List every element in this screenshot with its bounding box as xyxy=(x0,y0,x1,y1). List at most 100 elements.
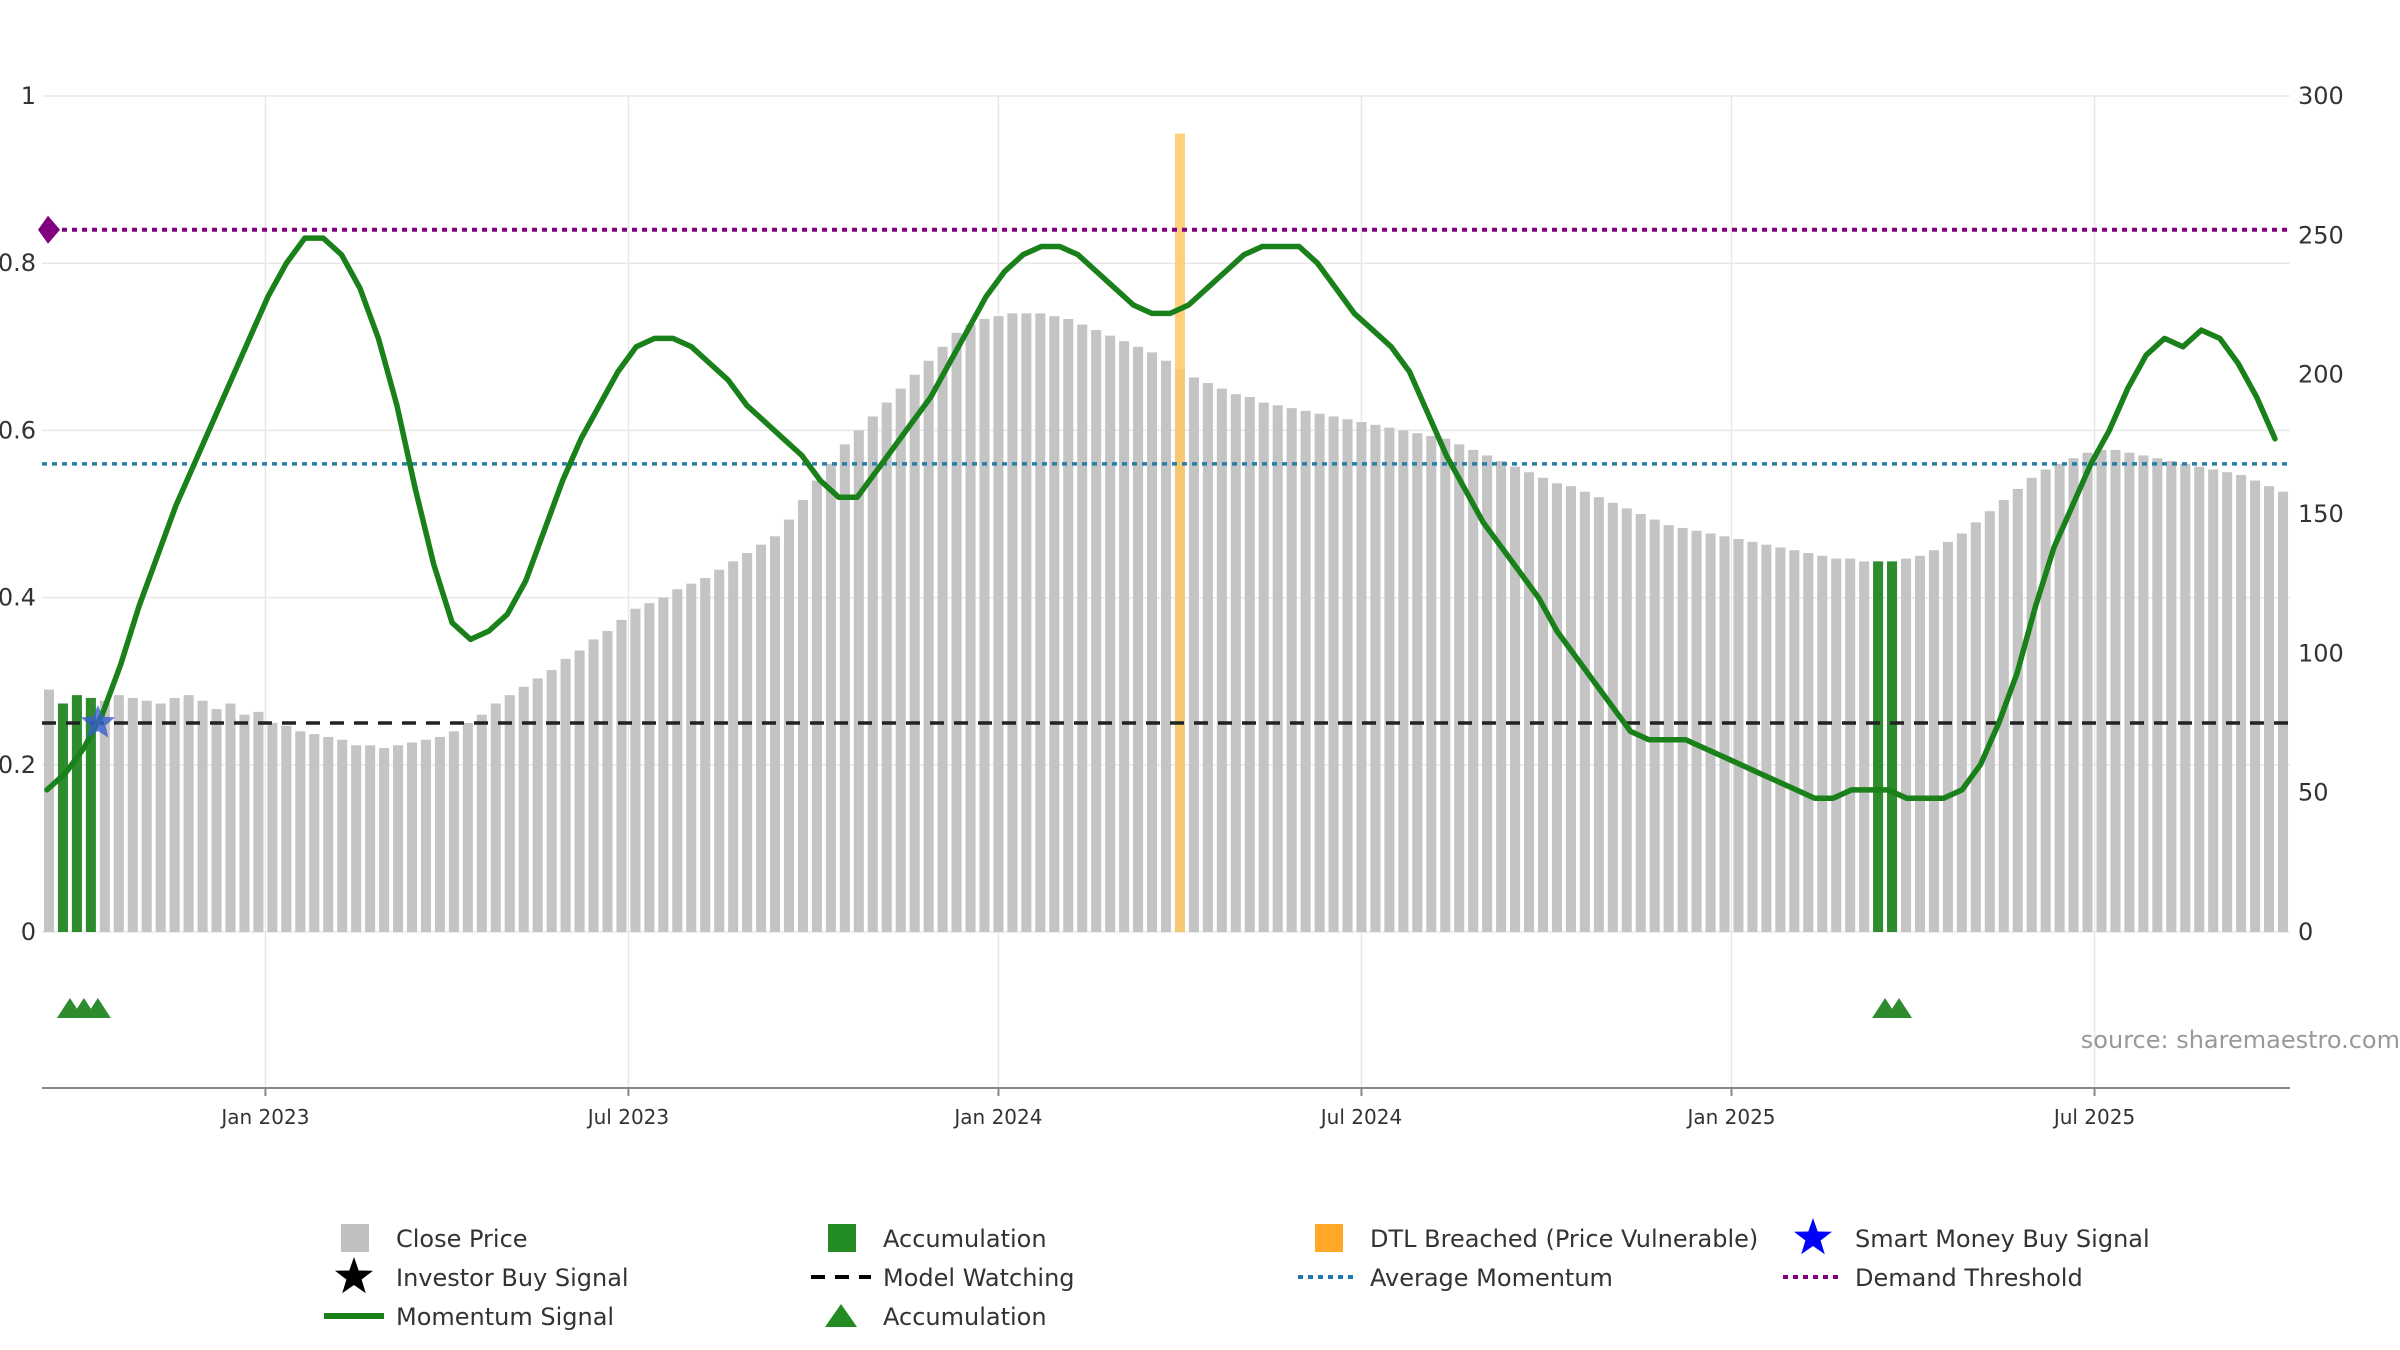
price-bar xyxy=(2152,458,2163,932)
price-bar xyxy=(937,346,948,932)
price-bar xyxy=(127,697,138,932)
right-tick-label: 200 xyxy=(2298,361,2344,389)
price-bar xyxy=(1677,527,1688,932)
left-tick-label: 1 xyxy=(21,82,36,110)
price-bar xyxy=(1859,561,1870,932)
price-bar xyxy=(770,536,781,932)
momentum-signal xyxy=(44,235,2278,801)
price-bar xyxy=(448,731,459,932)
accumulation-bar xyxy=(71,695,82,932)
legend-label: Average Momentum xyxy=(1370,1264,1613,1292)
price-bar xyxy=(686,583,697,932)
price-bar xyxy=(560,658,571,932)
price-bar xyxy=(1845,558,1856,932)
legend-label: DTL Breached (Price Vulnerable) xyxy=(1370,1225,1758,1253)
price-bar xyxy=(546,670,557,932)
price-bar xyxy=(141,700,152,932)
price-bar xyxy=(379,748,390,932)
price-bar xyxy=(1286,408,1297,932)
legend-label: Momentum Signal xyxy=(396,1303,614,1331)
price-bar xyxy=(1147,352,1158,933)
right-tick-label: 100 xyxy=(2298,639,2344,667)
price-bar xyxy=(2194,466,2205,932)
left-tick-label: 0.6 xyxy=(0,416,36,444)
price-bar xyxy=(393,745,404,932)
legend-label: Accumulation xyxy=(883,1303,1047,1331)
price-bar xyxy=(1914,555,1926,932)
price-bar xyxy=(365,745,376,932)
price-bar xyxy=(281,725,292,932)
price-bar xyxy=(909,374,920,933)
price-bar xyxy=(1635,514,1646,932)
dtl-breached-bar xyxy=(1174,133,1185,932)
price-bar xyxy=(1691,530,1702,932)
accumulation-bar xyxy=(57,703,68,932)
price-bar xyxy=(1789,550,1800,932)
accumulation-triangle xyxy=(84,998,111,1018)
x-tick-label: Jan 2024 xyxy=(952,1105,1042,1129)
price-bar xyxy=(574,650,585,932)
price-bar xyxy=(1733,539,1744,932)
price-bar xyxy=(993,316,1004,932)
right-tick-label: 0 xyxy=(2298,918,2313,946)
price-bar xyxy=(783,519,795,932)
price-bar xyxy=(253,711,264,932)
price-bar xyxy=(979,318,990,932)
price-bar xyxy=(1440,438,1451,932)
price-bar xyxy=(337,739,348,932)
price-bar xyxy=(797,500,808,932)
price-bar xyxy=(1398,430,1409,932)
price-bar xyxy=(518,686,529,932)
price-bar xyxy=(434,736,445,932)
price-bar xyxy=(1258,402,1269,932)
legend-item: DTL Breached (Price Vulnerable) xyxy=(1315,1224,1758,1253)
price-bar xyxy=(714,569,725,932)
price-bar xyxy=(825,463,836,932)
price-bar xyxy=(1593,497,1604,932)
price-bars xyxy=(43,133,2289,933)
x-tick-label: Jan 2023 xyxy=(219,1105,309,1129)
legend-label: Model Watching xyxy=(883,1264,1075,1292)
price-bar xyxy=(1817,555,1828,932)
price-bar xyxy=(2208,469,2219,932)
price-bar xyxy=(2180,463,2191,932)
price-bar xyxy=(2264,486,2275,932)
price-bar xyxy=(1077,324,1088,932)
price-bar xyxy=(1230,394,1241,932)
price-bar xyxy=(839,444,850,932)
price-bar xyxy=(1412,433,1423,932)
legend-triangle-icon xyxy=(825,1304,857,1327)
price-bar xyxy=(1384,427,1395,932)
price-bar xyxy=(658,597,669,932)
price-bar xyxy=(742,553,753,932)
price-bar xyxy=(267,723,278,932)
price-bar xyxy=(420,739,432,932)
price-bar xyxy=(1524,472,1535,932)
legend-square-icon xyxy=(828,1224,856,1252)
price-bar xyxy=(239,714,250,932)
legend-item: Demand Threshold xyxy=(1783,1264,2083,1292)
price-bar xyxy=(323,736,334,932)
legend: Close Price Accumulation DTL Breached (Pri… xyxy=(324,1218,2150,1331)
legend-label: Close Price xyxy=(396,1225,528,1253)
price-bar xyxy=(183,695,194,932)
right-tick-label: 250 xyxy=(2298,221,2344,249)
price-bar xyxy=(1272,405,1283,932)
price-bar xyxy=(1831,558,1842,932)
price-bar xyxy=(2040,469,2051,932)
price-bar xyxy=(811,480,822,932)
price-bar xyxy=(1496,461,1507,932)
price-bar xyxy=(99,700,110,932)
price-bar xyxy=(309,734,320,932)
accumulation-bar xyxy=(85,697,96,932)
price-bar xyxy=(1021,313,1032,932)
price-bar xyxy=(1188,377,1199,932)
price-bar xyxy=(1133,346,1144,932)
price-bar xyxy=(2012,488,2023,932)
price-bar xyxy=(1621,508,1632,932)
legend-label: Accumulation xyxy=(883,1225,1047,1253)
price-bar xyxy=(1370,424,1381,932)
price-bar xyxy=(2082,452,2093,932)
price-bar xyxy=(1551,483,1562,932)
